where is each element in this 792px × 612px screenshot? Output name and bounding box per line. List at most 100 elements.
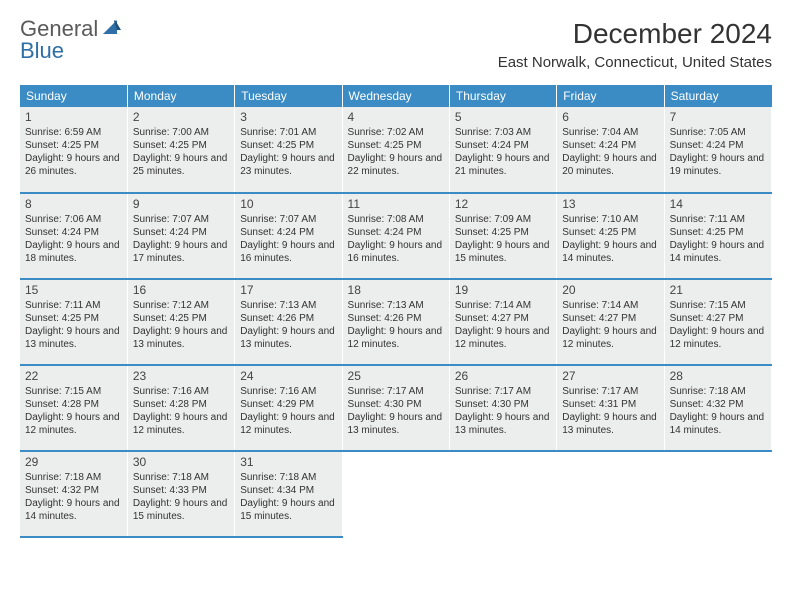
calendar-row: 15 Sunrise: 7:11 AMSunset: 4:25 PMDayligh… [20,279,772,365]
calendar-cell: 11 Sunrise: 7:08 AMSunset: 4:24 PMDayligh… [342,193,449,279]
calendar-cell: 25 Sunrise: 7:17 AMSunset: 4:30 PMDayligh… [342,365,449,451]
logo-text-top: General [20,18,98,40]
day-info: Sunrise: 7:05 AMSunset: 4:24 PMDaylight:… [670,126,766,178]
day-info: Sunrise: 7:18 AMSunset: 4:32 PMDaylight:… [25,471,122,523]
day-info: Sunrise: 7:14 AMSunset: 4:27 PMDaylight:… [562,299,658,351]
day-number: 31 [240,455,336,469]
day-number: 6 [562,110,658,124]
calendar-cell [557,451,664,537]
day-info: Sunrise: 7:16 AMSunset: 4:29 PMDaylight:… [240,385,336,437]
weekday-header: Sunday [20,85,127,107]
day-number: 22 [25,369,122,383]
calendar-cell: 1 Sunrise: 6:59 AMSunset: 4:25 PMDaylight… [20,107,127,193]
calendar-row: 8Sunrise: 7:06 AMSunset: 4:24 PMDaylight… [20,193,772,279]
day-info: Sunrise: 7:13 AMSunset: 4:26 PMDaylight:… [240,299,336,351]
day-number: 11 [348,197,444,211]
calendar-cell: 12 Sunrise: 7:09 AMSunset: 4:25 PMDayligh… [449,193,556,279]
day-info: Sunrise: 7:13 AMSunset: 4:26 PMDaylight:… [348,299,444,351]
day-number: 10 [240,197,336,211]
day-info: Sunrise: 7:18 AMSunset: 4:33 PMDaylight:… [133,471,229,523]
day-number: 23 [133,369,229,383]
calendar-cell: 16Sunrise: 7:12 AMSunset: 4:25 PMDayligh… [127,279,234,365]
day-number: 7 [670,110,766,124]
calendar-cell: 15 Sunrise: 7:11 AMSunset: 4:25 PMDayligh… [20,279,127,365]
day-info: Sunrise: 7:03 AMSunset: 4:24 PMDaylight:… [455,126,551,178]
day-number: 16 [133,283,229,297]
calendar-cell: 10 Sunrise: 7:07 AMSunset: 4:24 PMDayligh… [235,193,342,279]
calendar-cell: 22 Sunrise: 7:15 AMSunset: 4:28 PMDayligh… [20,365,127,451]
calendar-cell: 30 Sunrise: 7:18 AMSunset: 4:33 PMDayligh… [127,451,234,537]
calendar-cell: 28Sunrise: 7:18 AMSunset: 4:32 PMDayligh… [664,365,771,451]
day-number: 2 [133,110,229,124]
weekday-header: Friday [557,85,664,107]
calendar-cell: 13 Sunrise: 7:10 AMSunset: 4:25 PMDayligh… [557,193,664,279]
day-info: Sunrise: 7:11 AMSunset: 4:25 PMDaylight:… [670,213,766,265]
header: General Blue December 2024 East Norwalk,… [20,18,772,71]
calendar-cell: 7 Sunrise: 7:05 AMSunset: 4:24 PMDaylight… [664,107,771,193]
day-info: Sunrise: 7:16 AMSunset: 4:28 PMDaylight:… [133,385,229,437]
day-info: Sunrise: 7:18 AMSunset: 4:34 PMDaylight:… [240,471,336,523]
day-info: Sunrise: 7:02 AMSunset: 4:25 PMDaylight:… [348,126,444,178]
calendar-cell: 19Sunrise: 7:14 AMSunset: 4:27 PMDayligh… [449,279,556,365]
day-info: Sunrise: 7:18 AMSunset: 4:32 PMDaylight:… [670,385,766,437]
calendar-cell: 14 Sunrise: 7:11 AMSunset: 4:25 PMDayligh… [664,193,771,279]
day-info: Sunrise: 7:17 AMSunset: 4:30 PMDaylight:… [348,385,444,437]
weekday-header: Saturday [664,85,771,107]
calendar-row: 1 Sunrise: 6:59 AMSunset: 4:25 PMDaylight… [20,107,772,193]
calendar-cell: 6 Sunrise: 7:04 AMSunset: 4:24 PMDaylight… [557,107,664,193]
calendar-cell: 26 Sunrise: 7:17 AMSunset: 4:30 PMDayligh… [449,365,556,451]
calendar-cell: 31 Sunrise: 7:18 AMSunset: 4:34 PMDayligh… [235,451,342,537]
logo-text-bottom: Blue [20,40,121,62]
location: East Norwalk, Connecticut, United States [498,54,772,71]
day-info: Sunrise: 7:07 AMSunset: 4:24 PMDaylight:… [240,213,336,265]
day-info: Sunrise: 7:11 AMSunset: 4:25 PMDaylight:… [25,299,122,351]
calendar-cell: 20Sunrise: 7:14 AMSunset: 4:27 PMDayligh… [557,279,664,365]
day-info: Sunrise: 7:14 AMSunset: 4:27 PMDaylight:… [455,299,551,351]
calendar-cell: 4 Sunrise: 7:02 AMSunset: 4:25 PMDaylight… [342,107,449,193]
title-block: December 2024 East Norwalk, Connecticut,… [498,18,772,71]
calendar-cell: 21Sunrise: 7:15 AMSunset: 4:27 PMDayligh… [664,279,771,365]
day-number: 12 [455,197,551,211]
logo: General Blue [20,18,121,62]
day-info: Sunrise: 7:10 AMSunset: 4:25 PMDaylight:… [562,213,658,265]
weekday-header: Tuesday [235,85,342,107]
month-title: December 2024 [498,18,772,50]
day-number: 1 [25,110,122,124]
calendar-cell: 23 Sunrise: 7:16 AMSunset: 4:28 PMDayligh… [127,365,234,451]
day-number: 3 [240,110,336,124]
calendar-cell: 8Sunrise: 7:06 AMSunset: 4:24 PMDaylight… [20,193,127,279]
weekday-header: Monday [127,85,234,107]
calendar-body: 1 Sunrise: 6:59 AMSunset: 4:25 PMDaylight… [20,107,772,537]
day-info: Sunrise: 6:59 AMSunset: 4:25 PMDaylight:… [25,126,122,178]
day-number: 14 [670,197,766,211]
day-number: 4 [348,110,444,124]
day-info: Sunrise: 7:04 AMSunset: 4:24 PMDaylight:… [562,126,658,178]
calendar-row: 29Sunrise: 7:18 AMSunset: 4:32 PMDayligh… [20,451,772,537]
calendar-cell: 29Sunrise: 7:18 AMSunset: 4:32 PMDayligh… [20,451,127,537]
day-info: Sunrise: 7:00 AMSunset: 4:25 PMDaylight:… [133,126,229,178]
day-info: Sunrise: 7:15 AMSunset: 4:28 PMDaylight:… [25,385,122,437]
calendar-row: 22 Sunrise: 7:15 AMSunset: 4:28 PMDayligh… [20,365,772,451]
day-number: 26 [455,369,551,383]
calendar-cell [342,451,449,537]
calendar-cell: 2 Sunrise: 7:00 AMSunset: 4:25 PMDaylight… [127,107,234,193]
calendar-table: Sunday Monday Tuesday Wednesday Thursday… [20,85,772,538]
calendar-cell [664,451,771,537]
day-number: 25 [348,369,444,383]
day-info: Sunrise: 7:01 AMSunset: 4:25 PMDaylight:… [240,126,336,178]
day-number: 27 [562,369,658,383]
calendar-cell [449,451,556,537]
day-number: 8 [25,197,122,211]
day-number: 13 [562,197,658,211]
logo-sail-icon [101,18,121,40]
day-info: Sunrise: 7:08 AMSunset: 4:24 PMDaylight:… [348,213,444,265]
day-number: 17 [240,283,336,297]
calendar-cell: 5Sunrise: 7:03 AMSunset: 4:24 PMDaylight… [449,107,556,193]
day-info: Sunrise: 7:15 AMSunset: 4:27 PMDaylight:… [670,299,766,351]
weekday-header: Thursday [449,85,556,107]
day-number: 15 [25,283,122,297]
day-info: Sunrise: 7:09 AMSunset: 4:25 PMDaylight:… [455,213,551,265]
day-number: 9 [133,197,229,211]
day-info: Sunrise: 7:17 AMSunset: 4:30 PMDaylight:… [455,385,551,437]
day-number: 30 [133,455,229,469]
